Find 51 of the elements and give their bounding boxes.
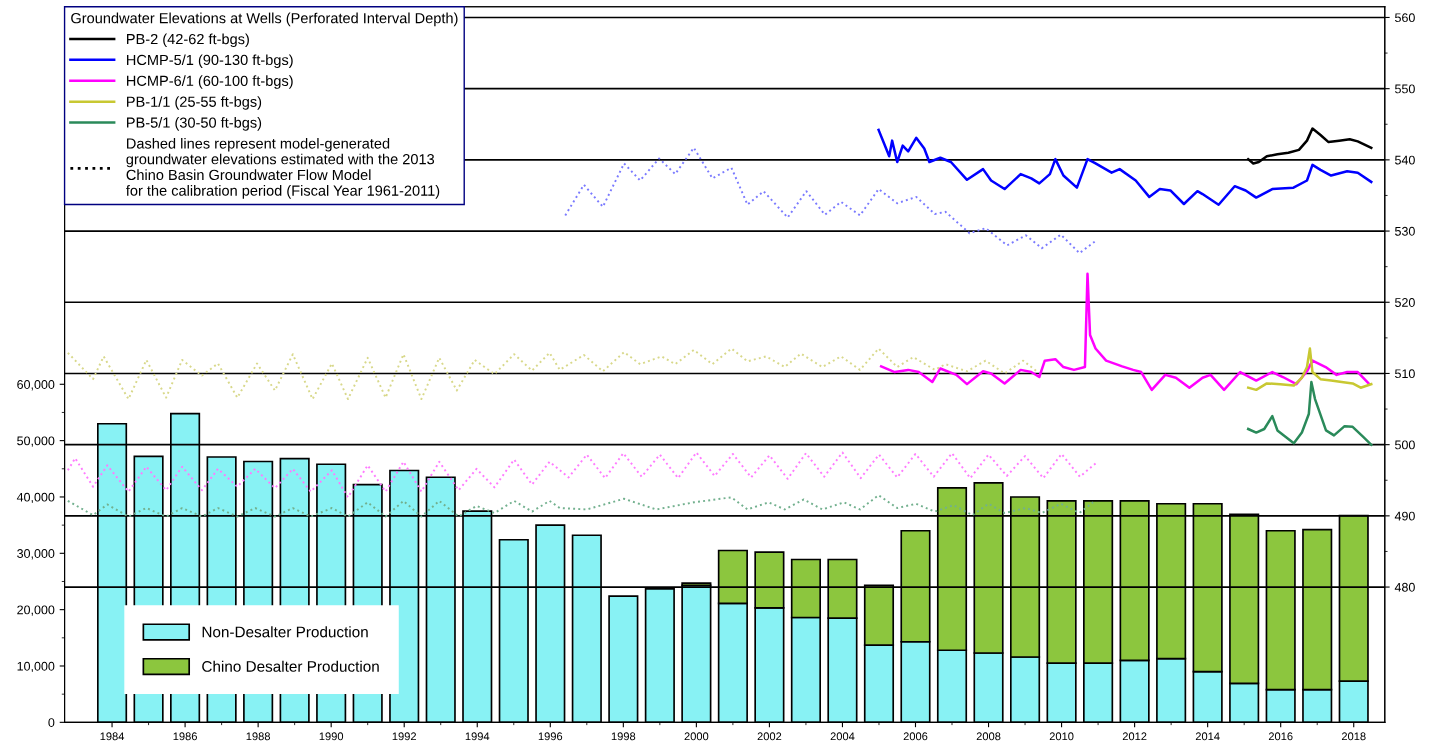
x-tick-label: 2010 xyxy=(1049,732,1074,741)
x-tick-label: 2012 xyxy=(1122,732,1147,741)
y2-tick-label: 490 xyxy=(1394,511,1415,521)
legend-title: Groundwater Elevations at Wells (Perforated Interval Depth) xyxy=(71,12,458,27)
line-series xyxy=(877,128,1373,206)
y-tick-label: 50,000 xyxy=(17,436,55,447)
x-tick-label: 1984 xyxy=(100,732,125,741)
legend-label: HCMP-5/1 (90-130 ft-bgs) xyxy=(127,54,293,68)
x-tick-label: 2016 xyxy=(1268,732,1293,741)
legend-label: PB-5/1 (30-50 ft-bgs) xyxy=(127,117,262,131)
y2-tick-label: 480 xyxy=(1394,582,1415,592)
x-tick-label: 1994 xyxy=(465,732,490,741)
x-tick-label: 2014 xyxy=(1195,732,1220,741)
legend-label: HCMP-6/1 (60-100 ft-bgs) xyxy=(127,75,293,89)
y2-tick-label: 510 xyxy=(1395,369,1415,379)
y-tick-label: 30,000 xyxy=(17,549,55,560)
line-series xyxy=(879,272,1370,392)
x-tick-label: 1990 xyxy=(319,732,344,741)
legend-label: Non-Desalter Production xyxy=(202,626,368,638)
y-tick-label: 10,000 xyxy=(17,661,55,673)
line-series xyxy=(66,451,1098,499)
x-tick-label: 2006 xyxy=(903,732,928,741)
x-tick-label: 2018 xyxy=(1341,732,1366,741)
x-tick-label: 1992 xyxy=(392,732,417,741)
x-tick-label: 1988 xyxy=(246,732,271,741)
x-tick-label: 1986 xyxy=(173,732,197,741)
y2-tick-label: 550 xyxy=(1395,84,1415,94)
y2-tick-label: 560 xyxy=(1395,13,1415,23)
x-tick-label: 2002 xyxy=(757,732,782,741)
legend-label: PB-2 (42-62 ft-bgs) xyxy=(127,33,249,48)
line-series xyxy=(66,347,1038,401)
line-series xyxy=(1246,347,1373,392)
line-series xyxy=(1246,380,1373,446)
y-tick-label: 60,000 xyxy=(17,380,55,391)
line-series xyxy=(564,146,1097,255)
legend-label: Chino Desalter Production xyxy=(202,660,379,672)
x-tick-label: 1996 xyxy=(538,732,563,741)
y2-tick-label: 520 xyxy=(1395,298,1415,307)
y-tick-label: 0 xyxy=(48,718,55,727)
x-tick-label: 2004 xyxy=(830,732,855,741)
y-tick-label: 20,000 xyxy=(17,605,55,616)
x-tick-label: 2008 xyxy=(976,732,1001,741)
y2-tick-label: 540 xyxy=(1395,155,1415,165)
x-tick-label: 1998 xyxy=(611,732,636,741)
x-tick-label: 2000 xyxy=(684,732,709,741)
y2-tick-label: 500 xyxy=(1395,440,1415,450)
annotation: Dashed lines represent model-generated groundwater elevations estimated with the 2013 Chino Basin Groundwater Flow Model for the calibration period (Fiscal Year 1961-2011) xyxy=(126,137,440,199)
line-series xyxy=(66,494,1094,518)
legend-label: PB-1/1 (25-55 ft-bgs) xyxy=(127,96,262,110)
y2-tick-label: 530 xyxy=(1395,226,1415,236)
y-tick-label: 40,000 xyxy=(16,492,55,504)
